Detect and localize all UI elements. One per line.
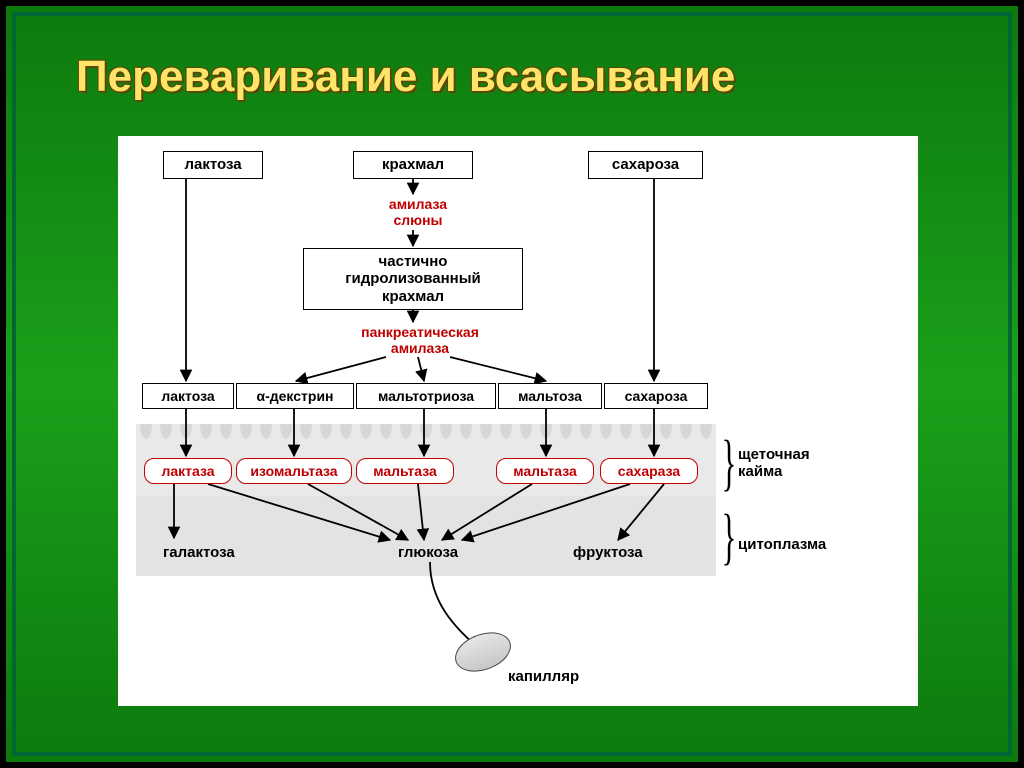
brace-cytoplasm: } (721, 502, 736, 573)
product-galactose: галактоза (163, 544, 235, 561)
node-maltotriose: мальтотриоза (356, 383, 496, 409)
slide-frame: Переваривание и всасывание (0, 0, 1024, 768)
enzyme-pancreatic-amylase: панкреатическаяамилаза (350, 324, 490, 356)
node-starch: крахмал (353, 151, 473, 179)
enzyme-lactase: лактаза (144, 458, 232, 484)
node-lactose-mid: лактоза (142, 383, 234, 409)
slide-title: Переваривание и всасывание (76, 52, 735, 102)
node-sucrose-top: сахароза (588, 151, 703, 179)
node-maltose: мальтоза (498, 383, 602, 409)
product-fructose: фруктоза (573, 544, 643, 561)
region-cytoplasm: цитоплазма (738, 536, 826, 553)
node-lactose-top: лактоза (163, 151, 263, 179)
brace-brush: } (721, 428, 736, 499)
enzyme-saliva-amylase: амилазаслюны (373, 196, 463, 228)
region-brush-border: щеточнаякайма (738, 446, 810, 481)
capillary-label: капилляр (508, 668, 579, 685)
enzyme-isomaltase: изомальтаза (236, 458, 352, 484)
enzyme-maltase-2: мальтаза (496, 458, 594, 484)
node-partial-starch: частичногидролизованныйкрахмал (303, 248, 523, 310)
node-sucrose-mid: сахароза (604, 383, 708, 409)
arrows-layer (118, 136, 918, 706)
diagram-canvas: лактоза крахмал сахароза амилазаслюны ча… (118, 136, 918, 706)
enzyme-sucrase: сахараза (600, 458, 698, 484)
product-glucose: глюкоза (398, 544, 458, 561)
node-dextrin: α-декстрин (236, 383, 354, 409)
enzyme-maltase-1: мальтаза (356, 458, 454, 484)
